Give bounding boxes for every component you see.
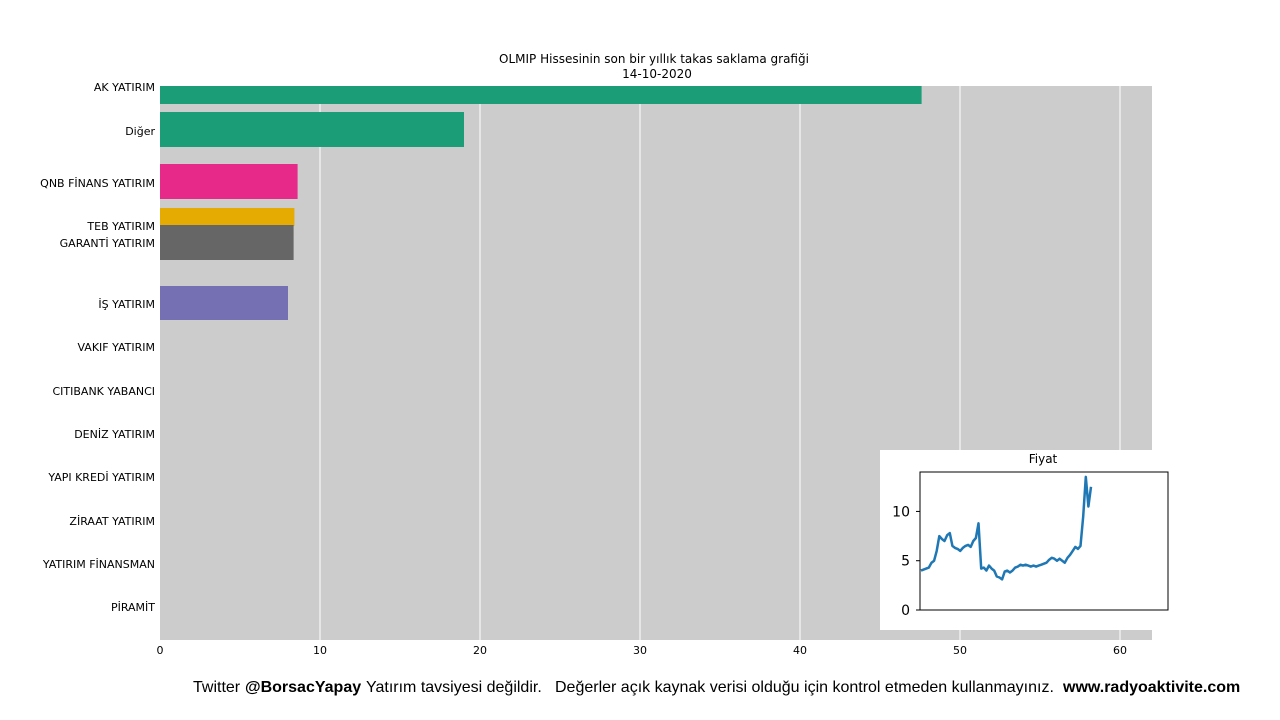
inset-frame: [919, 471, 1169, 611]
inset-title: Fiyat: [1029, 452, 1058, 466]
footer-disclaimer: Yatırım tavsiyesi değildir.: [366, 679, 542, 696]
y-category-label: TEB YATIRIM: [86, 220, 155, 233]
y-category-label: Diğer: [125, 125, 155, 138]
inset-y-tick-label: 5: [901, 554, 910, 570]
y-category-label: CITIBANK YABANCI: [52, 385, 155, 398]
bar: [160, 225, 294, 260]
x-tick-label: 50: [953, 644, 967, 657]
inset-y-tick-label: 0: [901, 603, 910, 619]
chart-subtitle: 14-10-2020: [622, 67, 692, 81]
y-category-label: AK YATIRIM: [94, 81, 155, 94]
x-tick-label: 20: [473, 644, 487, 657]
bar: [160, 112, 464, 147]
bar: [160, 286, 288, 320]
y-category-label: YAPI KREDİ YATIRIM: [47, 471, 155, 484]
footer-warning: Değerler açık kaynak verisi olduğu için …: [555, 679, 1054, 696]
y-category-label: DENİZ YATIRIM: [74, 428, 155, 441]
bar: [160, 164, 298, 199]
x-tick-label: 30: [633, 644, 647, 657]
bar-group: [160, 86, 922, 320]
y-category-label: İŞ YATIRIM: [98, 298, 155, 311]
bar: [160, 208, 295, 226]
inset-background: [880, 450, 1152, 630]
inset-price-chart: Fiyat 0 5 10: [880, 450, 1169, 630]
y-axis-labels: AK YATIRIM Diğer QNB FİNANS YATIRIM TEB YAT…: [40, 81, 155, 614]
y-category-label: ZİRAAT YATIRIM: [69, 515, 155, 528]
footer-website-link[interactable]: www.radyoaktivite.com: [1063, 679, 1241, 696]
price-line: [920, 475, 1093, 581]
x-tick-label: 40: [793, 644, 807, 657]
inset-y-ticks: 0 5 10: [892, 504, 920, 619]
chart-title: OLMIP Hissesinin son bir yıllık takas sa…: [499, 52, 809, 66]
y-category-label: VAKIF YATIRIM: [77, 341, 155, 354]
x-tick-label: 0: [157, 644, 164, 657]
footer-twitter-prefix: Twitter: [193, 679, 241, 696]
x-tick-label: 60: [1113, 644, 1127, 657]
y-category-label: PİRAMİT: [111, 601, 155, 614]
footer: Twitter @BorsacYapay Yatırım tavsiyesi d…: [0, 679, 1280, 703]
x-tick-label: 10: [313, 644, 327, 657]
footer-twitter-handle[interactable]: @BorsacYapay: [245, 679, 362, 696]
bar: [160, 86, 922, 104]
inset-y-tick-label: 10: [892, 504, 910, 520]
y-category-label: GARANTİ YATIRIM: [60, 237, 155, 250]
y-category-label: QNB FİNANS YATIRIM: [40, 177, 155, 190]
y-category-label: YATIRIM FİNANSMAN: [42, 558, 155, 571]
x-axis-ticks: 0 10 20 30 40 50 60: [157, 644, 1128, 657]
